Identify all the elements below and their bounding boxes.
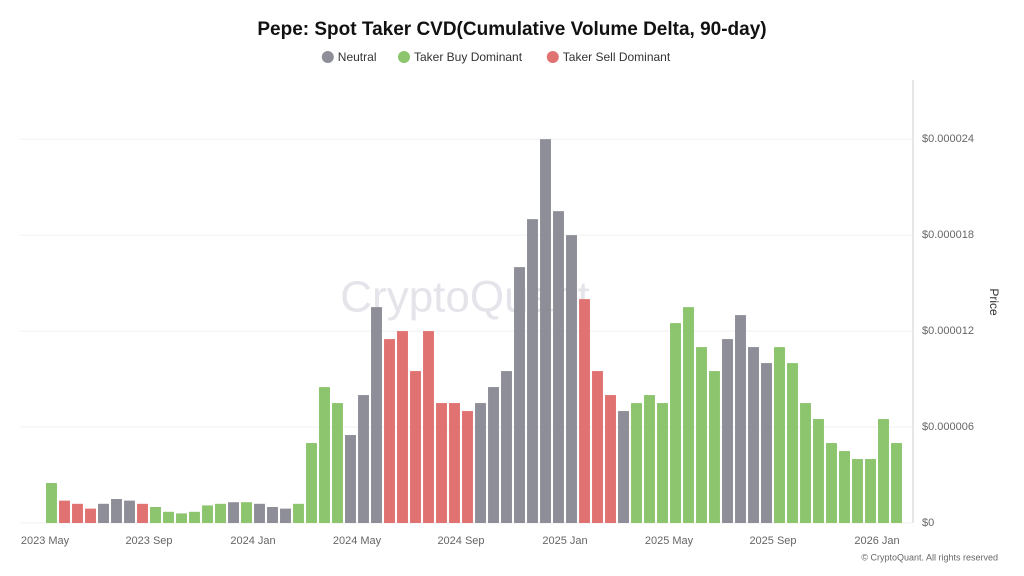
y-tick-label: $0	[922, 517, 934, 529]
legend-label: Neutral	[338, 50, 377, 64]
bar	[748, 347, 759, 523]
bar	[501, 371, 512, 523]
bar	[124, 500, 135, 523]
bar	[644, 395, 655, 523]
legend-marker	[546, 51, 559, 63]
bar	[475, 403, 486, 523]
x-tick-label: 2025 May	[645, 535, 694, 547]
bar	[423, 331, 434, 523]
bar	[891, 443, 902, 523]
bar	[280, 508, 291, 523]
bar	[72, 503, 83, 523]
bar	[813, 419, 824, 523]
bar	[176, 513, 187, 523]
bar	[462, 411, 473, 523]
x-tick-label: 2026 Jan	[854, 535, 899, 547]
bar	[592, 371, 603, 523]
bar	[657, 403, 668, 523]
bar	[800, 403, 811, 523]
bar	[319, 387, 330, 523]
y-tick-label: $0.000012	[922, 325, 974, 337]
bar	[306, 443, 317, 523]
bar	[46, 483, 57, 523]
legend-marker	[321, 51, 334, 63]
legend-label: Taker Buy Dominant	[414, 50, 523, 64]
bar	[202, 505, 213, 523]
bar	[488, 387, 499, 523]
bar	[449, 403, 460, 523]
bar	[566, 235, 577, 524]
bar	[852, 459, 863, 523]
x-tick-label: 2025 Sep	[749, 535, 796, 547]
y-tick-label: $0.000024	[922, 133, 974, 145]
bar	[345, 435, 356, 523]
bar	[228, 502, 239, 523]
x-tick-label: 2024 Jan	[230, 535, 275, 547]
x-tick-label: 2024 Sep	[437, 535, 484, 547]
bar	[540, 139, 551, 523]
bar	[670, 323, 681, 523]
copyright: © CryptoQuant. All rights reserved	[861, 552, 998, 562]
legend-marker	[398, 51, 410, 63]
bar	[865, 459, 876, 523]
x-tick-label: 2025 Jan	[542, 535, 587, 547]
x-tick-label: 2024 May	[333, 535, 382, 547]
bar	[709, 371, 720, 523]
bar	[436, 403, 447, 523]
bar	[579, 299, 590, 523]
bar	[410, 371, 421, 523]
chart-title: Pepe: Spot Taker CVD(Cumulative Volume D…	[257, 19, 766, 40]
bar	[384, 339, 395, 523]
bar	[774, 347, 785, 523]
y-tick-label: $0.000018	[922, 229, 974, 241]
x-tick-label: 2023 May	[21, 535, 70, 547]
bar	[215, 503, 226, 523]
bar	[787, 363, 798, 523]
bar	[735, 315, 746, 523]
bar	[254, 503, 265, 523]
bar	[98, 503, 109, 523]
bar	[332, 403, 343, 523]
bar	[137, 503, 148, 523]
bar	[371, 307, 382, 523]
bar	[878, 419, 889, 523]
bar	[761, 363, 772, 523]
bar	[631, 403, 642, 523]
bar	[358, 395, 369, 523]
bar	[826, 443, 837, 523]
legend-label: Taker Sell Dominant	[563, 50, 671, 64]
bar	[696, 347, 707, 523]
bar	[553, 211, 564, 523]
bar	[163, 511, 174, 523]
bar	[605, 395, 616, 523]
bar	[85, 508, 96, 523]
bar	[267, 507, 278, 523]
bar	[111, 499, 122, 523]
x-tick-label: 2023 Sep	[125, 535, 172, 547]
bar	[397, 331, 408, 523]
y-tick-label: $0.000006	[922, 421, 974, 433]
bar	[722, 339, 733, 523]
bar	[514, 267, 525, 523]
bar	[150, 507, 161, 523]
bar	[241, 502, 252, 523]
bar	[683, 307, 694, 523]
bar	[293, 503, 304, 523]
bar	[59, 500, 70, 523]
bar	[527, 219, 538, 523]
bar	[839, 451, 850, 523]
y-axis-label: Price	[987, 288, 1001, 316]
bar	[189, 511, 200, 523]
bar	[618, 411, 629, 523]
